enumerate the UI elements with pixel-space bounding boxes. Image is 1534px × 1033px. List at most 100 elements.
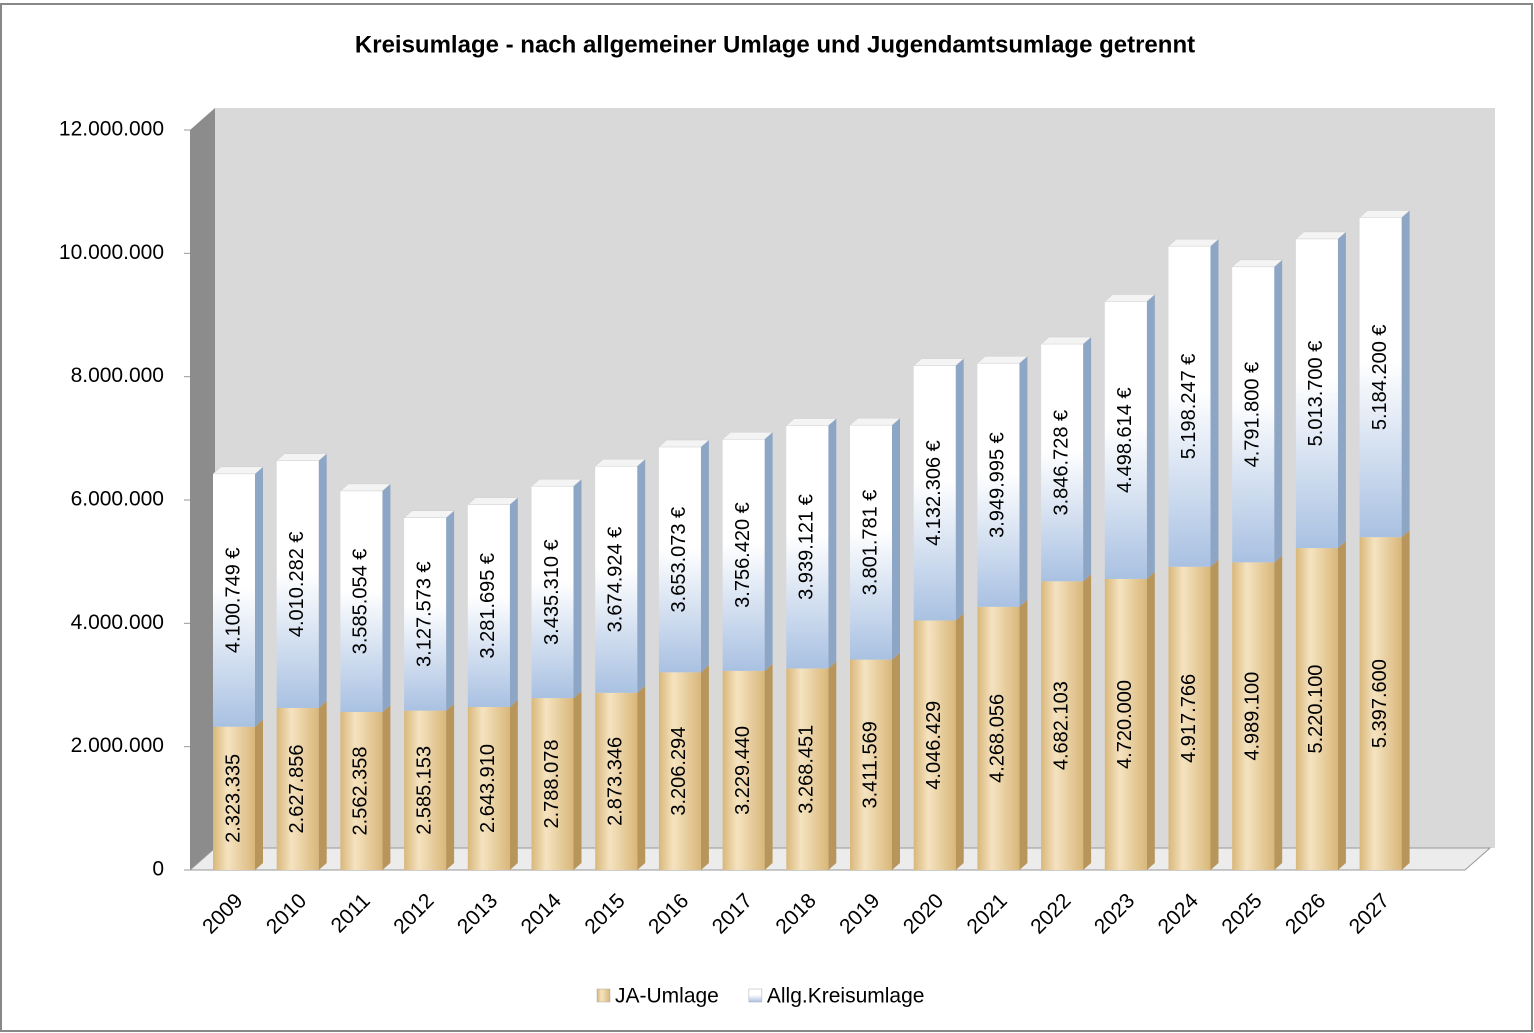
value-label: 2.562.358 xyxy=(350,747,372,836)
bar xyxy=(1041,344,1084,582)
bar-side xyxy=(892,652,900,870)
bar-top xyxy=(594,458,646,467)
bar xyxy=(1041,581,1084,870)
bar-side xyxy=(446,510,455,711)
bar-top xyxy=(403,510,455,518)
legend-label: Allg.Kreisumlage xyxy=(767,985,925,1008)
side-wall xyxy=(190,108,215,870)
value-label: 3.206.294 xyxy=(668,727,690,816)
bar-side xyxy=(1083,574,1092,870)
bar xyxy=(340,711,383,870)
bar-side xyxy=(955,358,964,621)
bar-top xyxy=(1231,259,1283,268)
bar-top xyxy=(339,483,392,492)
bar xyxy=(850,659,892,870)
bar xyxy=(531,698,574,870)
value-label: 4.989.100 xyxy=(1241,672,1263,761)
value-label: 3.585.054 € xyxy=(350,549,372,655)
bar-side xyxy=(1401,530,1410,870)
value-label: 3.281.695 € xyxy=(477,553,499,659)
value-label: 3.411.569 xyxy=(859,721,881,809)
bar-side xyxy=(1274,555,1283,870)
bar-side xyxy=(1146,571,1155,870)
bar-side xyxy=(255,466,263,727)
bar-top xyxy=(849,417,901,426)
bar-side xyxy=(509,497,518,707)
bar-side xyxy=(573,691,582,870)
legend-label: JA-Umlage xyxy=(615,985,719,1008)
bar xyxy=(722,670,765,870)
bar-top xyxy=(530,478,583,487)
value-label: 5.184.200 € xyxy=(1369,324,1391,430)
bar xyxy=(1232,562,1275,870)
value-label: 4.720.000 xyxy=(1114,680,1136,769)
value-label: 3.653.073 € xyxy=(668,507,690,613)
bar xyxy=(977,606,1020,870)
value-label: 4.268.056 xyxy=(987,694,1009,783)
value-label: 3.127.573 € xyxy=(413,561,435,667)
bar-top xyxy=(276,453,328,461)
bar xyxy=(1295,548,1338,870)
value-label: 4.791.800 € xyxy=(1241,362,1263,468)
bar-side xyxy=(382,483,391,712)
bar-side xyxy=(573,479,582,699)
value-label: 4.010.282 € xyxy=(286,531,308,637)
bar xyxy=(404,517,447,711)
value-label: 3.435.310 € xyxy=(541,539,563,645)
value-label: 4.917.766 xyxy=(1178,674,1200,763)
bar xyxy=(340,490,383,712)
value-label: 3.846.728 € xyxy=(1050,410,1072,516)
value-label: 2.873.346 xyxy=(604,737,626,826)
bar-top xyxy=(1104,294,1156,302)
bar-side xyxy=(764,663,773,870)
bar xyxy=(977,363,1020,607)
value-label: 2.585.153 xyxy=(413,746,435,835)
y-tick-label: 2.000.000 xyxy=(71,734,164,757)
bar-side xyxy=(1210,239,1219,567)
bar xyxy=(1359,217,1402,538)
bar xyxy=(595,466,638,693)
value-label: 3.756.420 € xyxy=(732,502,754,608)
bar xyxy=(595,692,638,870)
bar xyxy=(913,365,956,621)
bar xyxy=(786,425,829,669)
bar-side xyxy=(1210,559,1219,870)
bar-top xyxy=(1358,210,1411,218)
bar xyxy=(531,486,574,699)
y-tick-label: 6.000.000 xyxy=(71,488,164,511)
bar-side xyxy=(318,453,327,708)
value-label: 2.788.078 xyxy=(541,740,563,829)
bar-top xyxy=(976,355,1029,364)
bar xyxy=(276,707,319,870)
value-label: 4.132.306 € xyxy=(923,440,945,546)
value-label: 4.046.429 xyxy=(923,701,945,790)
bar xyxy=(1295,238,1338,549)
value-label: 2.643.910 xyxy=(477,744,499,833)
bar-side xyxy=(1337,231,1346,549)
bar-top xyxy=(658,439,710,448)
value-label: 2.627.856 xyxy=(286,744,308,833)
bar-top xyxy=(212,466,264,475)
value-label: 5.013.700 € xyxy=(1305,341,1327,447)
bar xyxy=(786,668,829,870)
bar-side xyxy=(828,418,837,669)
y-tick-label: 10.000.000 xyxy=(59,241,164,264)
bar xyxy=(658,672,701,870)
bar-side xyxy=(1019,356,1028,607)
bar-top xyxy=(721,431,774,440)
bar-side xyxy=(509,699,518,870)
y-tick-label: 0 xyxy=(152,858,164,881)
bar-side xyxy=(1083,337,1092,582)
bar xyxy=(213,726,255,870)
value-label: 3.268.451 xyxy=(796,725,818,814)
y-tick-label: 12.000.000 xyxy=(59,118,164,141)
bar xyxy=(1104,301,1147,579)
bar-top xyxy=(913,358,965,366)
bar xyxy=(213,473,255,727)
bar-side xyxy=(828,661,837,870)
bar-side xyxy=(892,418,900,660)
value-label: 3.674.924 € xyxy=(604,527,626,633)
y-tick-label: 4.000.000 xyxy=(71,611,164,634)
bar-side xyxy=(255,719,263,870)
